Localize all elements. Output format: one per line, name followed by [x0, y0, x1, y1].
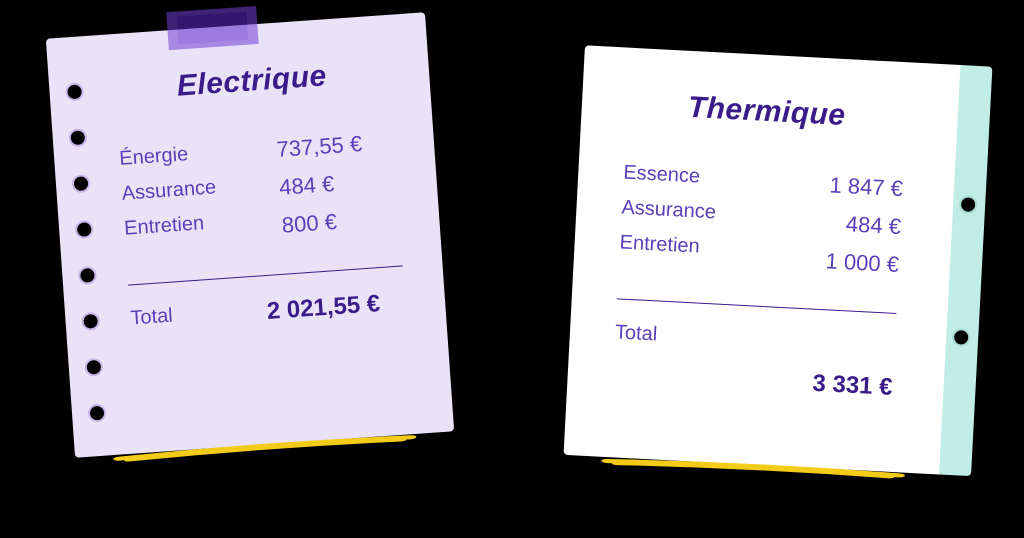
- item-value: 737,55 €: [276, 129, 395, 163]
- item-value: 484 €: [278, 167, 397, 201]
- labels-column: Essence Assurance Entretien: [619, 162, 754, 271]
- total-value: 2 021,55 €: [266, 290, 381, 326]
- hole-icon: [71, 174, 90, 193]
- total-label: Total: [614, 321, 657, 346]
- electrique-card: Electrique Énergie Assurance Entretien 7…: [46, 12, 454, 457]
- total-value: 3 331 €: [812, 370, 893, 402]
- hole-icon: [68, 128, 87, 147]
- hole-icon: [65, 82, 84, 101]
- total-row: Total 2 021,55 €: [130, 288, 406, 335]
- electrique-card-wrap: Electrique Énergie Assurance Entretien 7…: [46, 12, 454, 457]
- item-value: 1 000 €: [768, 245, 899, 278]
- total-row: Total 3 331 €: [612, 321, 895, 402]
- hole-icon: [75, 220, 94, 239]
- item-label: Énergie: [119, 139, 248, 171]
- item-value: 484 €: [770, 207, 901, 240]
- card-title: Thermique: [687, 91, 846, 133]
- hole-icon: [959, 195, 978, 214]
- card-title: Electrique: [176, 59, 328, 103]
- line-items: Essence Assurance Entretien 1 847 € 484 …: [619, 162, 904, 279]
- values-column: 737,55 € 484 € 800 €: [266, 129, 400, 240]
- underline-icon: [113, 432, 417, 463]
- item-label: Assurance: [121, 174, 250, 206]
- tape-icon: [166, 6, 258, 50]
- item-value: 1 847 €: [772, 169, 903, 202]
- item-label: Assurance: [621, 196, 752, 226]
- divider: [128, 265, 402, 285]
- item-label: Entretien: [619, 231, 750, 261]
- hole-icon: [952, 327, 971, 346]
- item-label: Essence: [623, 162, 754, 192]
- item-label: Entretien: [123, 209, 252, 241]
- item-value: 800 €: [281, 205, 400, 239]
- divider: [617, 298, 897, 314]
- total-label: Total: [130, 305, 174, 331]
- hole-icon: [78, 266, 97, 285]
- values-column: 1 847 € 484 € 1 000 €: [768, 169, 903, 278]
- thermique-card: Thermique Essence Assurance Entretien 1 …: [564, 45, 965, 474]
- line-items: Énergie Assurance Entretien 737,55 € 484…: [119, 129, 400, 250]
- hole-icon: [87, 403, 106, 422]
- hole-icon: [81, 312, 100, 331]
- notebook-holes: [65, 82, 107, 422]
- labels-column: Énergie Assurance Entretien: [119, 139, 253, 250]
- thermique-card-wrap: Thermique Essence Assurance Entretien 1 …: [564, 45, 965, 474]
- hole-icon: [84, 358, 103, 377]
